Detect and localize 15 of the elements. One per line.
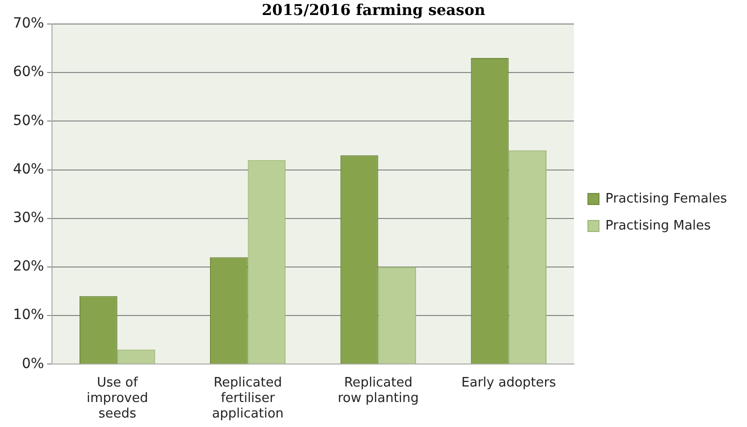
- y-tick-label: 70%: [12, 16, 44, 32]
- x-tick-label: Use of improved seeds: [86, 375, 148, 422]
- x-tick-label: Replicated fertiliser application: [212, 375, 284, 422]
- legend-label: Practising Females: [605, 191, 728, 206]
- x-tick-label: Early adopters: [461, 375, 556, 390]
- x-tick-label: Replicated row planting: [338, 375, 419, 406]
- y-tick-label: 20%: [12, 258, 44, 275]
- y-tick-label: 10%: [12, 307, 44, 324]
- legend-label: Practising Males: [605, 218, 712, 234]
- y-tick-label: 30%: [12, 210, 44, 226]
- chart-title: 2015/2016 farming season: [262, 0, 486, 19]
- y-tick-label: 0%: [22, 356, 44, 372]
- y-tick-label: 60%: [12, 64, 44, 80]
- y-tick-label: 40%: [12, 161, 44, 178]
- y-tick-label: 50%: [12, 112, 44, 129]
